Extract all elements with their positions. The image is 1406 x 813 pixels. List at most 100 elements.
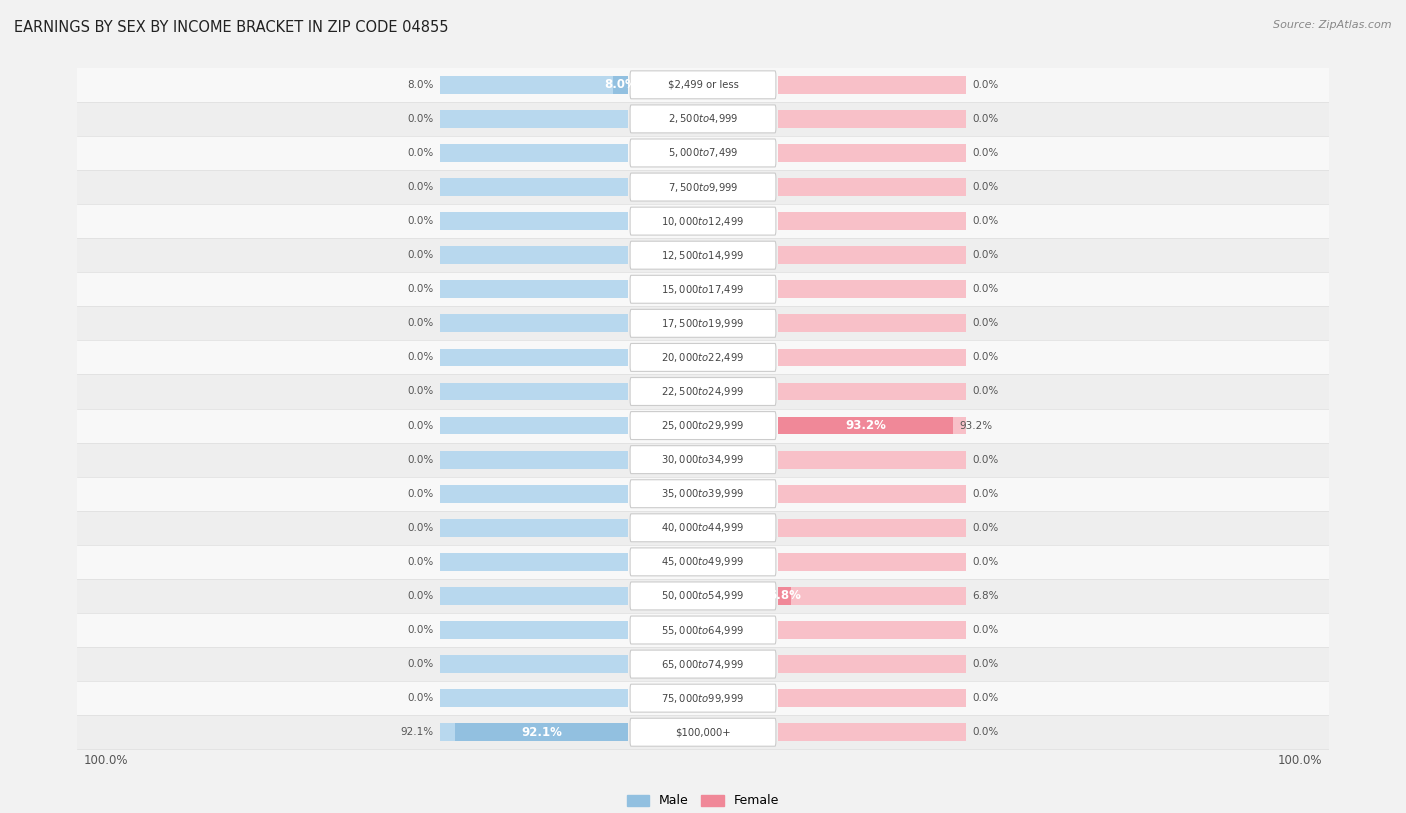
Text: $75,000 to $99,999: $75,000 to $99,999 bbox=[661, 692, 745, 705]
Text: $5,000 to $7,499: $5,000 to $7,499 bbox=[668, 146, 738, 159]
Text: $2,500 to $4,999: $2,500 to $4,999 bbox=[668, 112, 738, 125]
Bar bbox=[778, 689, 966, 707]
Bar bbox=[778, 315, 966, 333]
Text: 0.0%: 0.0% bbox=[972, 625, 998, 635]
Text: 100.0%: 100.0% bbox=[1278, 754, 1323, 767]
Bar bbox=[440, 724, 628, 741]
FancyBboxPatch shape bbox=[630, 105, 776, 133]
Text: 0.0%: 0.0% bbox=[408, 659, 434, 669]
Bar bbox=[440, 689, 628, 707]
Text: 0.0%: 0.0% bbox=[972, 659, 998, 669]
Text: 0.0%: 0.0% bbox=[408, 386, 434, 397]
Text: 0.0%: 0.0% bbox=[972, 728, 998, 737]
Bar bbox=[440, 485, 628, 502]
FancyBboxPatch shape bbox=[630, 616, 776, 644]
Bar bbox=[77, 579, 1329, 613]
Bar bbox=[778, 417, 966, 434]
Bar bbox=[778, 246, 966, 264]
Legend: Male, Female: Male, Female bbox=[621, 789, 785, 812]
Bar bbox=[77, 341, 1329, 375]
Text: 0.0%: 0.0% bbox=[408, 182, 434, 192]
Bar bbox=[77, 272, 1329, 307]
FancyBboxPatch shape bbox=[630, 310, 776, 337]
FancyBboxPatch shape bbox=[630, 514, 776, 541]
Text: 0.0%: 0.0% bbox=[972, 557, 998, 567]
Text: $55,000 to $64,999: $55,000 to $64,999 bbox=[661, 624, 745, 637]
Bar bbox=[778, 417, 953, 434]
Bar bbox=[778, 553, 966, 571]
Bar bbox=[778, 76, 966, 93]
Bar bbox=[778, 724, 966, 741]
Text: 0.0%: 0.0% bbox=[408, 285, 434, 294]
Text: 100.0%: 100.0% bbox=[83, 754, 128, 767]
Text: $40,000 to $44,999: $40,000 to $44,999 bbox=[661, 521, 745, 534]
Text: 0.0%: 0.0% bbox=[972, 319, 998, 328]
Bar bbox=[77, 476, 1329, 511]
Bar bbox=[440, 212, 628, 230]
Text: 0.0%: 0.0% bbox=[972, 523, 998, 533]
Text: 0.0%: 0.0% bbox=[972, 148, 998, 158]
Bar bbox=[778, 450, 966, 468]
FancyBboxPatch shape bbox=[630, 480, 776, 507]
FancyBboxPatch shape bbox=[630, 207, 776, 235]
Bar bbox=[778, 621, 966, 639]
Bar bbox=[778, 280, 966, 298]
Text: $10,000 to $12,499: $10,000 to $12,499 bbox=[661, 215, 745, 228]
Bar bbox=[77, 204, 1329, 238]
Bar bbox=[440, 587, 628, 605]
Text: 0.0%: 0.0% bbox=[972, 386, 998, 397]
Bar bbox=[440, 76, 628, 93]
Bar bbox=[440, 553, 628, 571]
Text: 0.0%: 0.0% bbox=[972, 80, 998, 89]
FancyBboxPatch shape bbox=[630, 548, 776, 576]
Text: $65,000 to $74,999: $65,000 to $74,999 bbox=[661, 658, 745, 671]
Text: 0.0%: 0.0% bbox=[408, 420, 434, 431]
Text: $50,000 to $54,999: $50,000 to $54,999 bbox=[661, 589, 745, 602]
FancyBboxPatch shape bbox=[630, 343, 776, 372]
Text: 0.0%: 0.0% bbox=[408, 557, 434, 567]
Text: 0.0%: 0.0% bbox=[972, 693, 998, 703]
Bar bbox=[440, 246, 628, 264]
Text: 92.1%: 92.1% bbox=[522, 726, 562, 739]
Text: 92.1%: 92.1% bbox=[401, 728, 434, 737]
FancyBboxPatch shape bbox=[630, 173, 776, 201]
FancyBboxPatch shape bbox=[630, 685, 776, 712]
Bar bbox=[440, 280, 628, 298]
Text: Source: ZipAtlas.com: Source: ZipAtlas.com bbox=[1274, 20, 1392, 30]
Bar bbox=[440, 144, 628, 162]
Text: $22,500 to $24,999: $22,500 to $24,999 bbox=[661, 385, 745, 398]
FancyBboxPatch shape bbox=[630, 650, 776, 678]
Bar bbox=[440, 450, 628, 468]
Text: 0.0%: 0.0% bbox=[972, 114, 998, 124]
Text: $45,000 to $49,999: $45,000 to $49,999 bbox=[661, 555, 745, 568]
Bar bbox=[440, 655, 628, 673]
Bar bbox=[778, 110, 966, 128]
Text: $35,000 to $39,999: $35,000 to $39,999 bbox=[661, 487, 745, 500]
Bar bbox=[778, 212, 966, 230]
Text: 0.0%: 0.0% bbox=[408, 489, 434, 498]
Text: 93.2%: 93.2% bbox=[845, 419, 886, 432]
Bar bbox=[77, 442, 1329, 476]
Text: 0.0%: 0.0% bbox=[408, 454, 434, 465]
Bar bbox=[77, 715, 1329, 750]
Text: $12,500 to $14,999: $12,500 to $14,999 bbox=[661, 249, 745, 262]
Text: $30,000 to $34,999: $30,000 to $34,999 bbox=[661, 453, 745, 466]
Bar bbox=[77, 681, 1329, 715]
Bar bbox=[778, 144, 966, 162]
Bar bbox=[440, 417, 628, 434]
Bar bbox=[440, 349, 628, 367]
Text: 0.0%: 0.0% bbox=[408, 319, 434, 328]
Text: 0.0%: 0.0% bbox=[408, 625, 434, 635]
Text: $25,000 to $29,999: $25,000 to $29,999 bbox=[661, 419, 745, 432]
Bar bbox=[440, 383, 628, 400]
Text: 0.0%: 0.0% bbox=[972, 454, 998, 465]
FancyBboxPatch shape bbox=[630, 241, 776, 269]
Text: 6.8%: 6.8% bbox=[768, 589, 801, 602]
Bar bbox=[77, 511, 1329, 545]
FancyBboxPatch shape bbox=[630, 377, 776, 406]
Bar bbox=[77, 307, 1329, 341]
Text: $100,000+: $100,000+ bbox=[675, 728, 731, 737]
FancyBboxPatch shape bbox=[630, 411, 776, 440]
FancyBboxPatch shape bbox=[630, 71, 776, 99]
Text: 0.0%: 0.0% bbox=[408, 250, 434, 260]
